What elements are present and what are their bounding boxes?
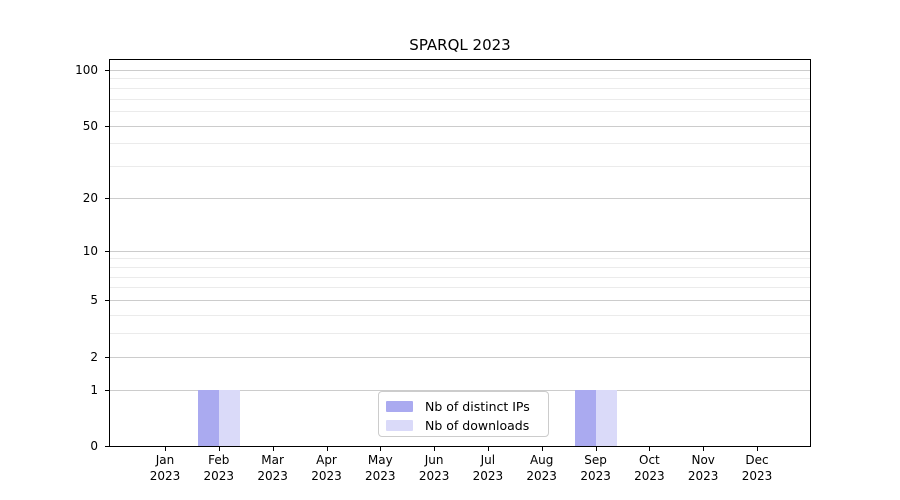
gridline-major xyxy=(110,197,810,199)
x-tick-mark xyxy=(595,447,597,451)
y-tick-label: 100 xyxy=(75,62,98,77)
legend-swatch-downloads-icon xyxy=(386,419,413,431)
gridline-major xyxy=(110,300,810,301)
x-tick-label: Nov 2023 xyxy=(687,453,719,483)
gridline-major xyxy=(110,250,810,252)
x-tick-label: Apr 2023 xyxy=(311,453,342,483)
gridline-major xyxy=(110,356,810,358)
bar-distinct-ips xyxy=(574,389,596,446)
x-tick-mark xyxy=(165,447,166,451)
legend-swatch-distinct-ips-icon xyxy=(386,400,413,412)
chart-title: SPARQL 2023 xyxy=(409,36,511,54)
gridline-minor xyxy=(110,87,810,89)
y-tick-mark xyxy=(105,197,109,199)
x-tick-mark xyxy=(541,447,543,451)
x-tick-mark xyxy=(434,447,436,451)
gridline-major xyxy=(110,125,810,127)
y-tick-label: 1 xyxy=(90,382,98,397)
y-tick-label: 2 xyxy=(90,349,98,364)
x-tick-label: Jun 2023 xyxy=(418,453,450,483)
gridline-minor xyxy=(110,287,810,289)
legend-item-downloads: Nb of downloads xyxy=(386,416,540,434)
x-tick-label: Jul 2023 xyxy=(472,453,504,483)
bar-distinct-ips xyxy=(197,389,219,446)
plot-area: Nb of distinct IPs Nb of downloads xyxy=(109,59,811,447)
x-tick-mark xyxy=(757,447,758,451)
legend-label-distinct-ips: Nb of distinct IPs xyxy=(425,398,530,414)
x-tick-mark xyxy=(703,447,705,451)
x-tick-mark xyxy=(380,447,382,451)
gridline-minor xyxy=(110,258,810,260)
bar-downloads xyxy=(218,389,240,446)
x-tick-mark xyxy=(218,447,220,451)
bar-downloads xyxy=(595,389,617,446)
x-tick-label: May 2023 xyxy=(365,453,396,483)
y-tick-mark xyxy=(105,389,109,391)
y-tick-mark xyxy=(105,300,109,301)
x-tick-label: Oct 2023 xyxy=(634,453,665,483)
legend: Nb of distinct IPs Nb of downloads xyxy=(378,391,549,437)
x-tick-label: Feb 2023 xyxy=(203,453,235,483)
y-tick-mark xyxy=(105,125,109,127)
x-tick-mark xyxy=(272,447,274,451)
x-tick-mark xyxy=(326,447,328,451)
legend-item-distinct-ips: Nb of distinct IPs xyxy=(386,397,540,415)
gridline-minor xyxy=(110,333,810,334)
legend-label-downloads: Nb of downloads xyxy=(425,417,530,433)
x-tick-mark xyxy=(649,447,651,451)
x-tick-label: Aug 2023 xyxy=(526,453,557,483)
gridline-major xyxy=(110,389,810,391)
gridline-minor xyxy=(110,314,810,316)
y-tick-mark xyxy=(105,69,109,71)
x-tick-label: Dec 2023 xyxy=(741,453,773,483)
x-tick-label: Sep 2023 xyxy=(580,453,611,483)
gridline-minor xyxy=(110,143,810,145)
x-tick-label: Mar 2023 xyxy=(257,453,288,483)
gridline-minor xyxy=(110,111,810,112)
gridline-minor xyxy=(110,266,810,268)
gridline-minor xyxy=(110,166,810,168)
y-tick-mark xyxy=(105,356,109,358)
gridline-minor xyxy=(110,276,810,278)
x-tick-mark xyxy=(487,447,489,451)
gridline-minor xyxy=(110,78,810,80)
y-tick-label: 50 xyxy=(82,118,98,133)
y-tick-label: 10 xyxy=(82,243,98,258)
gridline-minor xyxy=(110,98,810,100)
y-tick-label: 5 xyxy=(90,293,98,307)
y-tick-label: 20 xyxy=(82,190,98,205)
y-tick-label: 0 xyxy=(90,439,98,453)
y-tick-mark xyxy=(105,250,109,252)
y-tick-mark xyxy=(105,446,109,447)
gridline-major xyxy=(110,69,810,71)
x-tick-label: Jan 2023 xyxy=(149,453,181,483)
